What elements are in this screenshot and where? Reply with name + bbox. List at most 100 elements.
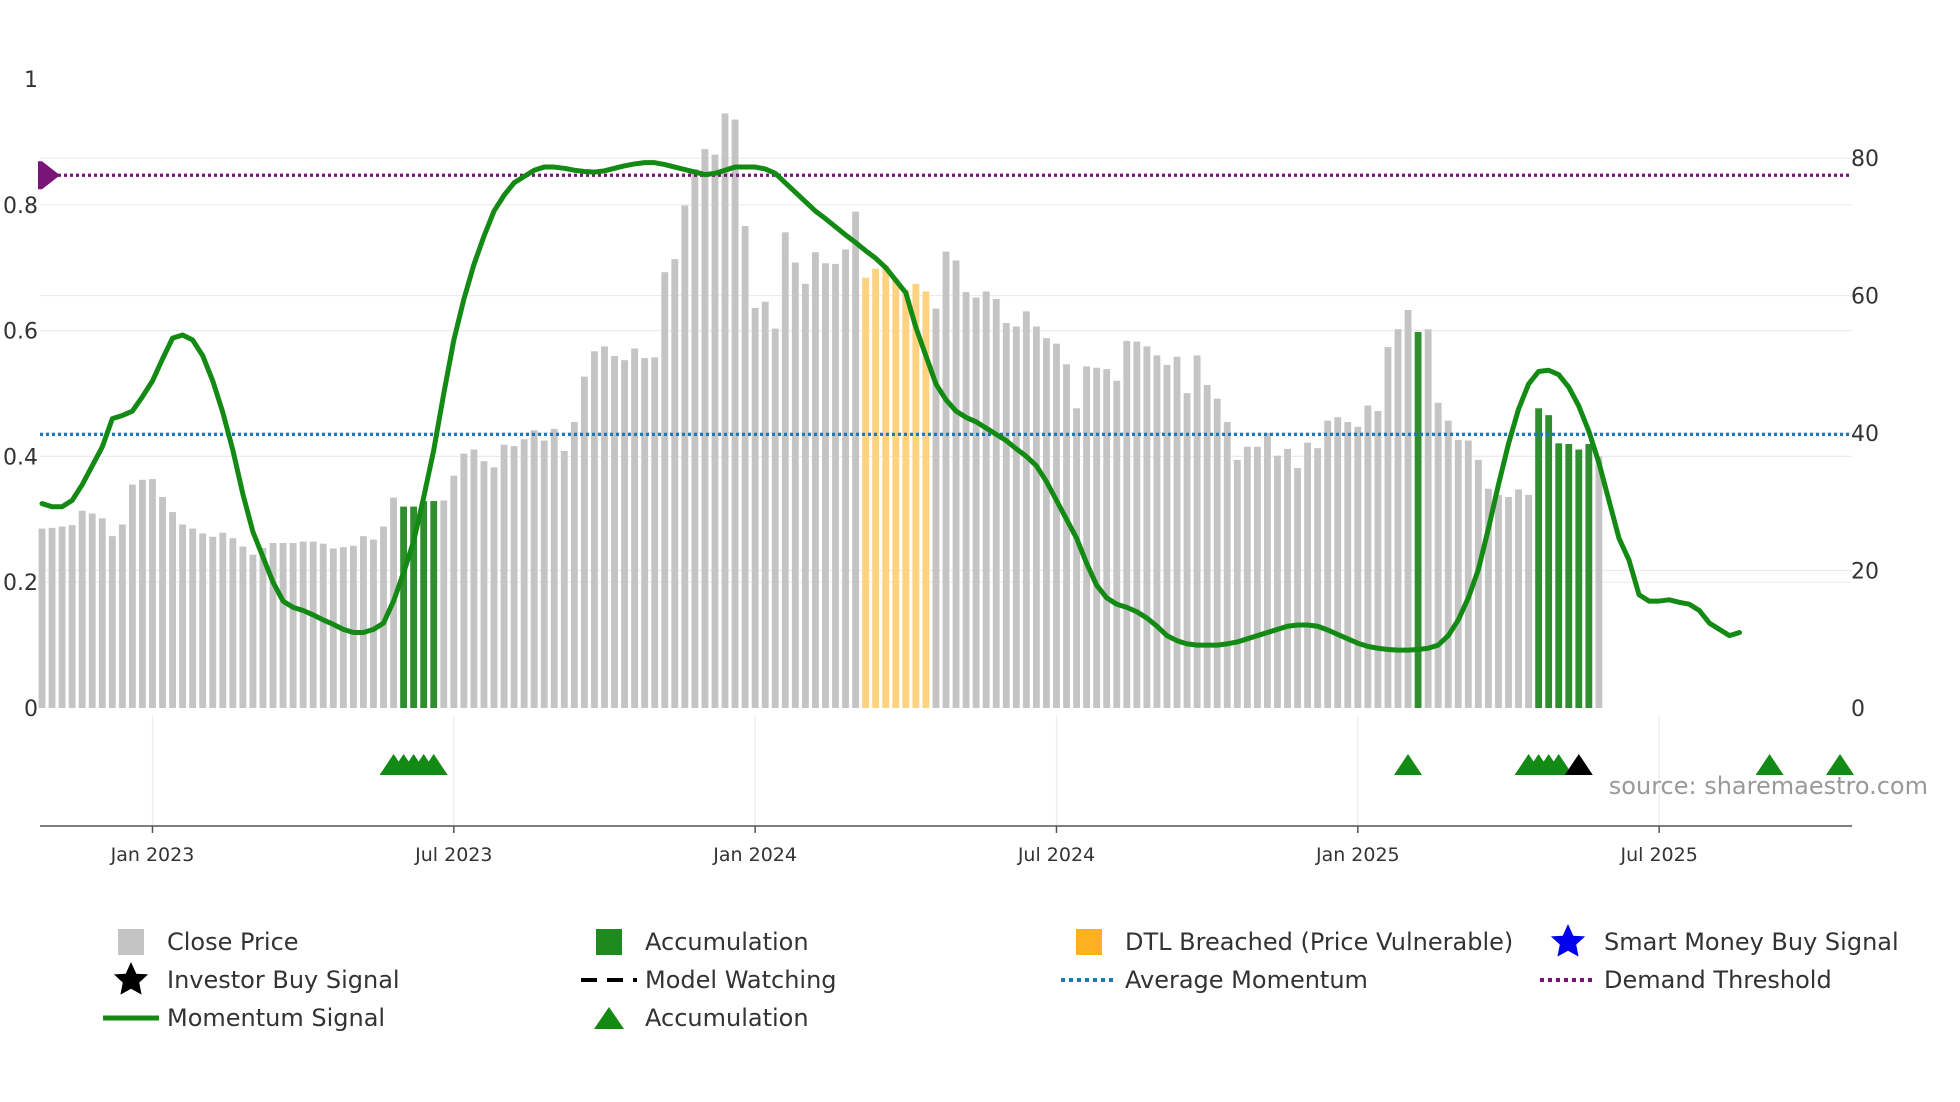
close-price-bar — [1022, 311, 1030, 708]
legend-green-square-icon — [573, 925, 645, 959]
accumulation-marker — [419, 754, 448, 775]
close-price-bar — [510, 446, 518, 708]
close-price-bar — [1294, 468, 1301, 708]
close-price-bar — [781, 232, 789, 709]
close-price-bar — [118, 524, 126, 708]
close-price-bar — [711, 154, 719, 708]
left-tick-label: 0 — [24, 697, 38, 722]
close-price-bar — [560, 450, 568, 708]
close-price-bar — [611, 356, 618, 708]
close-price-bar — [942, 251, 950, 709]
close-price-bar — [1474, 459, 1482, 708]
legend-item: Demand Threshold — [1532, 963, 1832, 997]
left-tick-label: 1 — [24, 68, 38, 93]
close-price-bar — [641, 358, 649, 708]
legend: Close Price Accumulation DTL Breached (Pri… — [95, 924, 1945, 1045]
close-price-bar — [189, 528, 197, 708]
legend-label: DTL Breached (Price Vulnerable) — [1125, 928, 1514, 956]
close-price-bar — [1053, 343, 1060, 708]
close-price-bar — [500, 444, 508, 708]
close-price-bar — [1495, 494, 1502, 708]
legend-label: Accumulation — [645, 1004, 809, 1032]
close-price-bar — [78, 510, 86, 708]
x-tick-label: Jul 2023 — [414, 844, 492, 866]
dtl-breached-bar — [872, 268, 880, 708]
close-price-bar — [249, 554, 257, 708]
close-price-bar — [832, 263, 839, 708]
close-price-bar — [1223, 422, 1231, 708]
source-label: source: sharemaestro.com — [1609, 772, 1928, 800]
accumulation-marker — [1755, 754, 1784, 775]
momentum-signal-line — [39, 160, 1743, 653]
close-price-bar — [621, 360, 628, 708]
close-price-bar — [1193, 355, 1201, 708]
close-price-bar — [1334, 417, 1342, 708]
close-price-bar — [1595, 456, 1603, 708]
close-price-bar — [1243, 446, 1251, 708]
close-price-bar — [972, 297, 980, 708]
legend-label: Momentum Signal — [167, 1004, 386, 1032]
close-price-bar — [199, 533, 207, 708]
close-price-bar — [460, 453, 468, 708]
close-price-bar — [1454, 439, 1462, 708]
close-price-bar — [791, 262, 799, 708]
close-price-bar — [149, 479, 156, 708]
close-price-bar — [520, 439, 528, 708]
close-price-bar — [1404, 309, 1412, 708]
close-price-bar — [108, 536, 116, 708]
close-price-bar — [701, 149, 709, 708]
legend-item: Smart Money Buy Signal — [1532, 924, 1899, 959]
right-tick-label: 0 — [1851, 697, 1865, 722]
left-tick-label: 0.2 — [3, 571, 38, 596]
close-price-bar — [1274, 455, 1281, 708]
close-price-bar — [279, 543, 287, 708]
legend-label: Model Watching — [645, 966, 837, 994]
close-price-bar — [631, 348, 639, 708]
x-tick-label: Jul 2025 — [1619, 844, 1697, 866]
close-price-bar — [731, 119, 739, 708]
legend-black-star-icon — [95, 962, 167, 997]
close-price-bar — [370, 539, 377, 708]
close-price-bar — [440, 500, 448, 708]
close-price-bar — [671, 259, 679, 708]
close-price-bar — [681, 205, 689, 709]
close-price-bar — [319, 543, 327, 708]
close-price-bar — [1123, 340, 1131, 708]
legend-purple-dotted-line-icon — [1532, 963, 1604, 997]
left-tick-label: 0.8 — [3, 194, 38, 219]
close-price-bar — [1354, 426, 1362, 708]
close-price-bar — [490, 467, 498, 708]
close-price-bar — [1484, 488, 1492, 708]
close-price-bars — [38, 113, 1603, 709]
accumulation-bar — [1535, 408, 1543, 708]
close-price-bar — [1324, 420, 1332, 708]
close-price-bar — [1374, 411, 1382, 708]
close-price-bar — [550, 428, 558, 708]
accumulation-marker — [1394, 754, 1422, 775]
legend-item: DTL Breached (Price Vulnerable) — [1053, 925, 1513, 959]
close-price-bar — [1083, 366, 1091, 708]
legend-green-line-icon — [95, 1001, 167, 1035]
accumulation-bar — [1565, 444, 1573, 708]
legend-green-triangle-icon — [573, 1001, 645, 1035]
accumulation-bar — [420, 501, 428, 708]
close-price-bar — [842, 249, 849, 709]
close-price-bar — [169, 512, 176, 708]
close-price-bar — [812, 252, 819, 709]
legend-item: Average Momentum — [1053, 963, 1368, 997]
close-price-bar — [58, 526, 66, 708]
close-price-bar — [159, 496, 166, 708]
close-price-bar — [1304, 442, 1312, 708]
dtl-breached-bar — [882, 265, 890, 708]
legend-orange-square-icon — [1053, 925, 1125, 959]
close-price-bar — [38, 528, 46, 708]
left-tick-label: 0.6 — [3, 320, 38, 345]
close-price-bar — [450, 475, 458, 708]
close-price-bar — [219, 532, 227, 708]
close-price-bar — [1364, 405, 1372, 708]
close-price-bar — [1203, 384, 1211, 708]
close-price-bar — [98, 518, 106, 708]
close-price-bar — [962, 292, 970, 708]
close-price-bar — [741, 226, 749, 709]
close-price-bar — [309, 541, 317, 708]
